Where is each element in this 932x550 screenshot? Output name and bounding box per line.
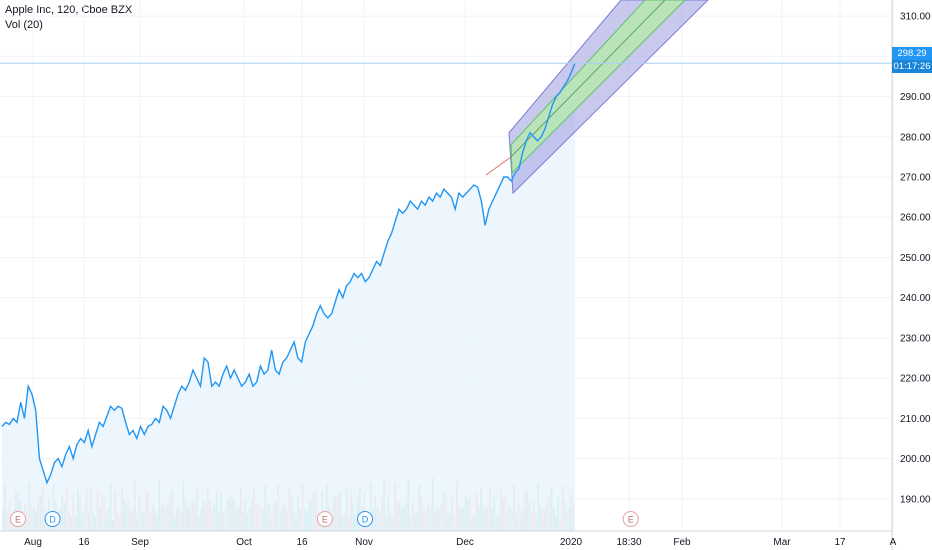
last-price-tag: 298.29 xyxy=(892,47,932,60)
price-axis-tick-label: 250.00 xyxy=(900,253,931,264)
price-axis-tick-label: 210.00 xyxy=(900,414,931,425)
price-axis-tick-label: 260.00 xyxy=(900,213,931,224)
price-axis-tick-label: 270.00 xyxy=(900,173,931,184)
earnings-marker xyxy=(316,511,333,527)
dividend-marker xyxy=(44,511,61,527)
time-axis-tick-label: Dec xyxy=(456,537,474,548)
dividend-marker xyxy=(357,511,374,527)
price-axis-tick-label: 190.00 xyxy=(900,494,931,505)
time-axis-tick-label: Nov xyxy=(355,537,373,548)
channel-median-line xyxy=(510,0,666,158)
time-axis-tick-label: Aug xyxy=(24,537,42,548)
channel-inner-band xyxy=(510,0,686,175)
price-axis-tick-label: 280.00 xyxy=(900,132,931,143)
price-area-fill xyxy=(2,63,575,531)
bar-countdown-tag: 01:17:26 xyxy=(892,60,932,73)
earnings-marker xyxy=(622,511,639,527)
symbol-title: Apple Inc, 120, Cboe BZX xyxy=(5,4,133,16)
marker-label: D xyxy=(49,515,56,525)
marker-label: E xyxy=(15,515,21,525)
price-line xyxy=(1,62,576,485)
channel-handle-line xyxy=(485,156,512,176)
time-axis-tick-label: Feb xyxy=(673,537,691,548)
time-axis-tick-label: Oct xyxy=(236,537,252,548)
price-axis-tick-label: 230.00 xyxy=(900,333,931,344)
time-axis-tick-label: A xyxy=(890,537,897,548)
price-axis-tick-label: 220.00 xyxy=(900,374,931,385)
time-axis-tick-label: 18:30 xyxy=(616,537,641,548)
price-axis-tick-label: 310.00 xyxy=(900,12,931,23)
time-axis-tick-label: 17 xyxy=(834,537,846,548)
time-axis-tick-label: 2020 xyxy=(560,537,583,548)
time-axis-tick-label: 16 xyxy=(78,537,90,548)
time-axis-tick-label: 16 xyxy=(296,537,308,548)
marker-label: E xyxy=(322,515,328,525)
price-axis-tick-label: 290.00 xyxy=(900,92,931,103)
time-axis-tick-label: Sep xyxy=(131,537,149,548)
marker-label: D xyxy=(362,515,369,525)
time-axis-tick-label: Mar xyxy=(773,537,791,548)
price-axis-tick-label: 200.00 xyxy=(900,454,931,465)
marker-label: E xyxy=(628,515,634,525)
earnings-marker xyxy=(10,511,26,527)
price-axis-tick-label: 240.00 xyxy=(900,293,931,304)
